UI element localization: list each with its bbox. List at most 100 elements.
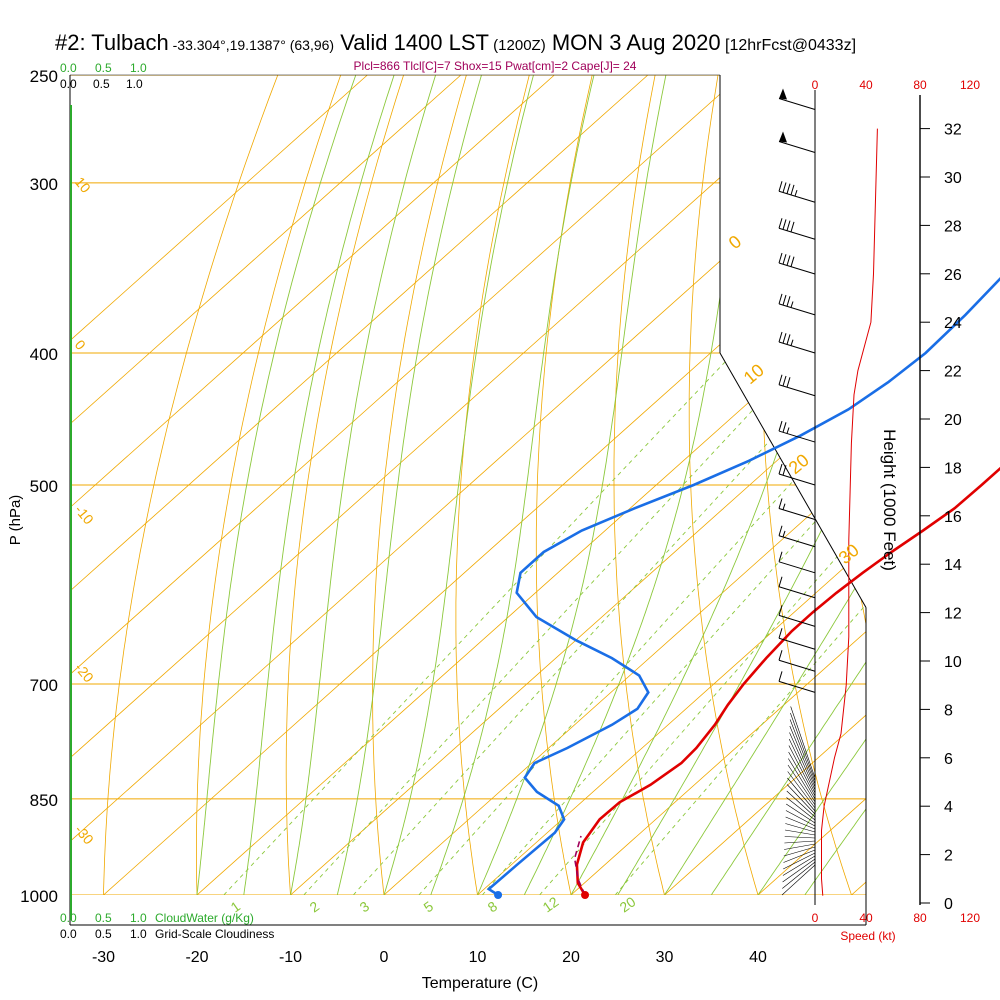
height-tick-label: 28	[944, 218, 962, 235]
speed-tick-bottom: 120	[960, 911, 980, 925]
mixing-ratio-line	[539, 352, 866, 895]
x-axis-title: Temperature (C)	[422, 975, 538, 992]
wind-barb-staff	[778, 659, 816, 672]
wind-barb-staff	[778, 637, 816, 650]
height-tick-label: 20	[944, 412, 962, 429]
pressure-tick-label: 250	[30, 67, 58, 86]
pressure-tick-label: 300	[30, 175, 58, 194]
isotherm-line	[70, 75, 555, 895]
wind-barb-full	[778, 420, 783, 432]
speed-tick-top: 120	[960, 78, 980, 92]
mixing-ratio-line	[352, 352, 852, 895]
sounding-indices: Plcl=866 Tlcl[C]=7 Shox=15 Pwat[cm]=2 Ca…	[354, 59, 637, 73]
height-tick-label: 30	[944, 170, 962, 187]
wind-barb-staff	[778, 507, 816, 520]
height-tick-label: 8	[944, 702, 953, 719]
wind-barb-full	[778, 671, 783, 682]
surface-dewpoint-dot	[494, 891, 503, 899]
wind-barb-full	[778, 605, 783, 616]
low-level-barb	[783, 849, 816, 863]
wind-barb-staff	[778, 430, 816, 443]
chart-traces	[486, 277, 1000, 899]
temperature-tick-label: -10	[279, 949, 302, 966]
dry-adiabat-line	[535, 75, 599, 895]
low-level-barb	[784, 836, 816, 839]
moist-adiabat-line	[383, 75, 534, 895]
wind-barb-full	[790, 221, 795, 233]
wind-barb-full	[778, 576, 783, 587]
mixing-ratio-label: 8	[485, 898, 501, 916]
wind-barb-staff	[778, 680, 816, 693]
height-tick-label: 0	[944, 896, 953, 913]
wind-barbs	[778, 88, 816, 896]
wind-barb-half	[794, 189, 798, 197]
dry-adiabat-line	[102, 75, 288, 895]
chart-labels: 0246810121416182022242628303225030040050…	[7, 30, 980, 992]
low-level-barb	[784, 829, 816, 836]
moist-adiabat-line	[243, 75, 395, 895]
low-level-barb	[781, 864, 816, 896]
isotherm-line	[70, 75, 742, 895]
isotherm-label: 0	[72, 337, 89, 353]
low-level-barb	[782, 861, 816, 889]
dewpoint-trace	[486, 277, 1000, 897]
isotherm-line	[945, 75, 1000, 895]
cloudwater-tick-bottom: 0.5	[95, 911, 112, 925]
title-part-4: MON 3 Aug 2020	[546, 30, 721, 55]
wind-barb-staff	[778, 384, 816, 397]
low-level-barb	[785, 823, 816, 833]
moist-adiabat-line	[477, 75, 667, 895]
title-part-5: [12hrFcst@0433z]	[721, 37, 856, 54]
cloudiness-tick-bottom: 1.0	[130, 927, 147, 941]
moist-adiabat-line	[336, 75, 482, 895]
wind-barb-full	[782, 182, 787, 193]
title-part-3: (1200Z)	[489, 37, 546, 54]
wind-barb-staff	[778, 262, 816, 275]
speed-title: Speed (kt)	[840, 929, 895, 943]
wind-barb-flag	[779, 131, 787, 143]
isotherm-line	[103, 75, 866, 895]
wind-barb-staff	[778, 141, 816, 153]
low-level-barb	[787, 771, 816, 809]
mixing-ratio-label: 2	[307, 898, 323, 916]
isotherm-line	[664, 75, 866, 895]
wind-barb-staff	[778, 341, 816, 354]
dry-adiabat-line	[688, 75, 768, 895]
wind-barb-full	[778, 498, 783, 509]
wind-barb-staff	[778, 535, 816, 548]
moist-adiabat-line	[710, 75, 866, 895]
wind-barb-full	[782, 465, 787, 476]
low-level-barb	[783, 852, 816, 870]
cloudwater-tick-top: 1.0	[130, 61, 147, 75]
wind-barb-half	[786, 427, 790, 434]
cloudwater-title: CloudWater (g/Kg)	[155, 911, 254, 925]
isotherm-line	[290, 75, 866, 895]
dry-adiabat-line	[968, 51, 1000, 924]
isotherm-line	[70, 75, 836, 895]
low-level-barb	[782, 858, 816, 883]
pressure-tick-label: 500	[30, 477, 58, 496]
wind-barb-half	[782, 503, 786, 510]
wind-barb-full	[786, 220, 791, 231]
wind-barb-full	[778, 525, 783, 536]
height-tick-label: 32	[944, 122, 962, 139]
cloudiness-tick-bottom: 0.5	[95, 927, 112, 941]
frame-diagonal	[719, 352, 867, 608]
moist-adiabat-line	[757, 75, 866, 895]
wind-barb-full	[778, 463, 783, 475]
low-level-barb	[785, 816, 816, 830]
wind-barb-full	[778, 181, 783, 192]
moist-adiabat-line	[196, 75, 357, 895]
height-tick-label: 10	[944, 654, 962, 671]
wind-barb-full	[786, 296, 791, 307]
low-level-barb	[787, 764, 816, 806]
mixing-ratio-label: 20	[617, 893, 639, 915]
wind-barb-full	[782, 254, 787, 265]
mixing-ratio-label: 3	[357, 898, 373, 916]
title-part-1: -33.304°,19.1387° (63,96)	[169, 37, 334, 53]
height-tick-label: 22	[944, 364, 962, 381]
temperature-tick-label: -20	[185, 949, 208, 966]
cloudwater-tick-bottom: 1.0	[130, 911, 147, 925]
low-level-barb	[786, 797, 816, 821]
